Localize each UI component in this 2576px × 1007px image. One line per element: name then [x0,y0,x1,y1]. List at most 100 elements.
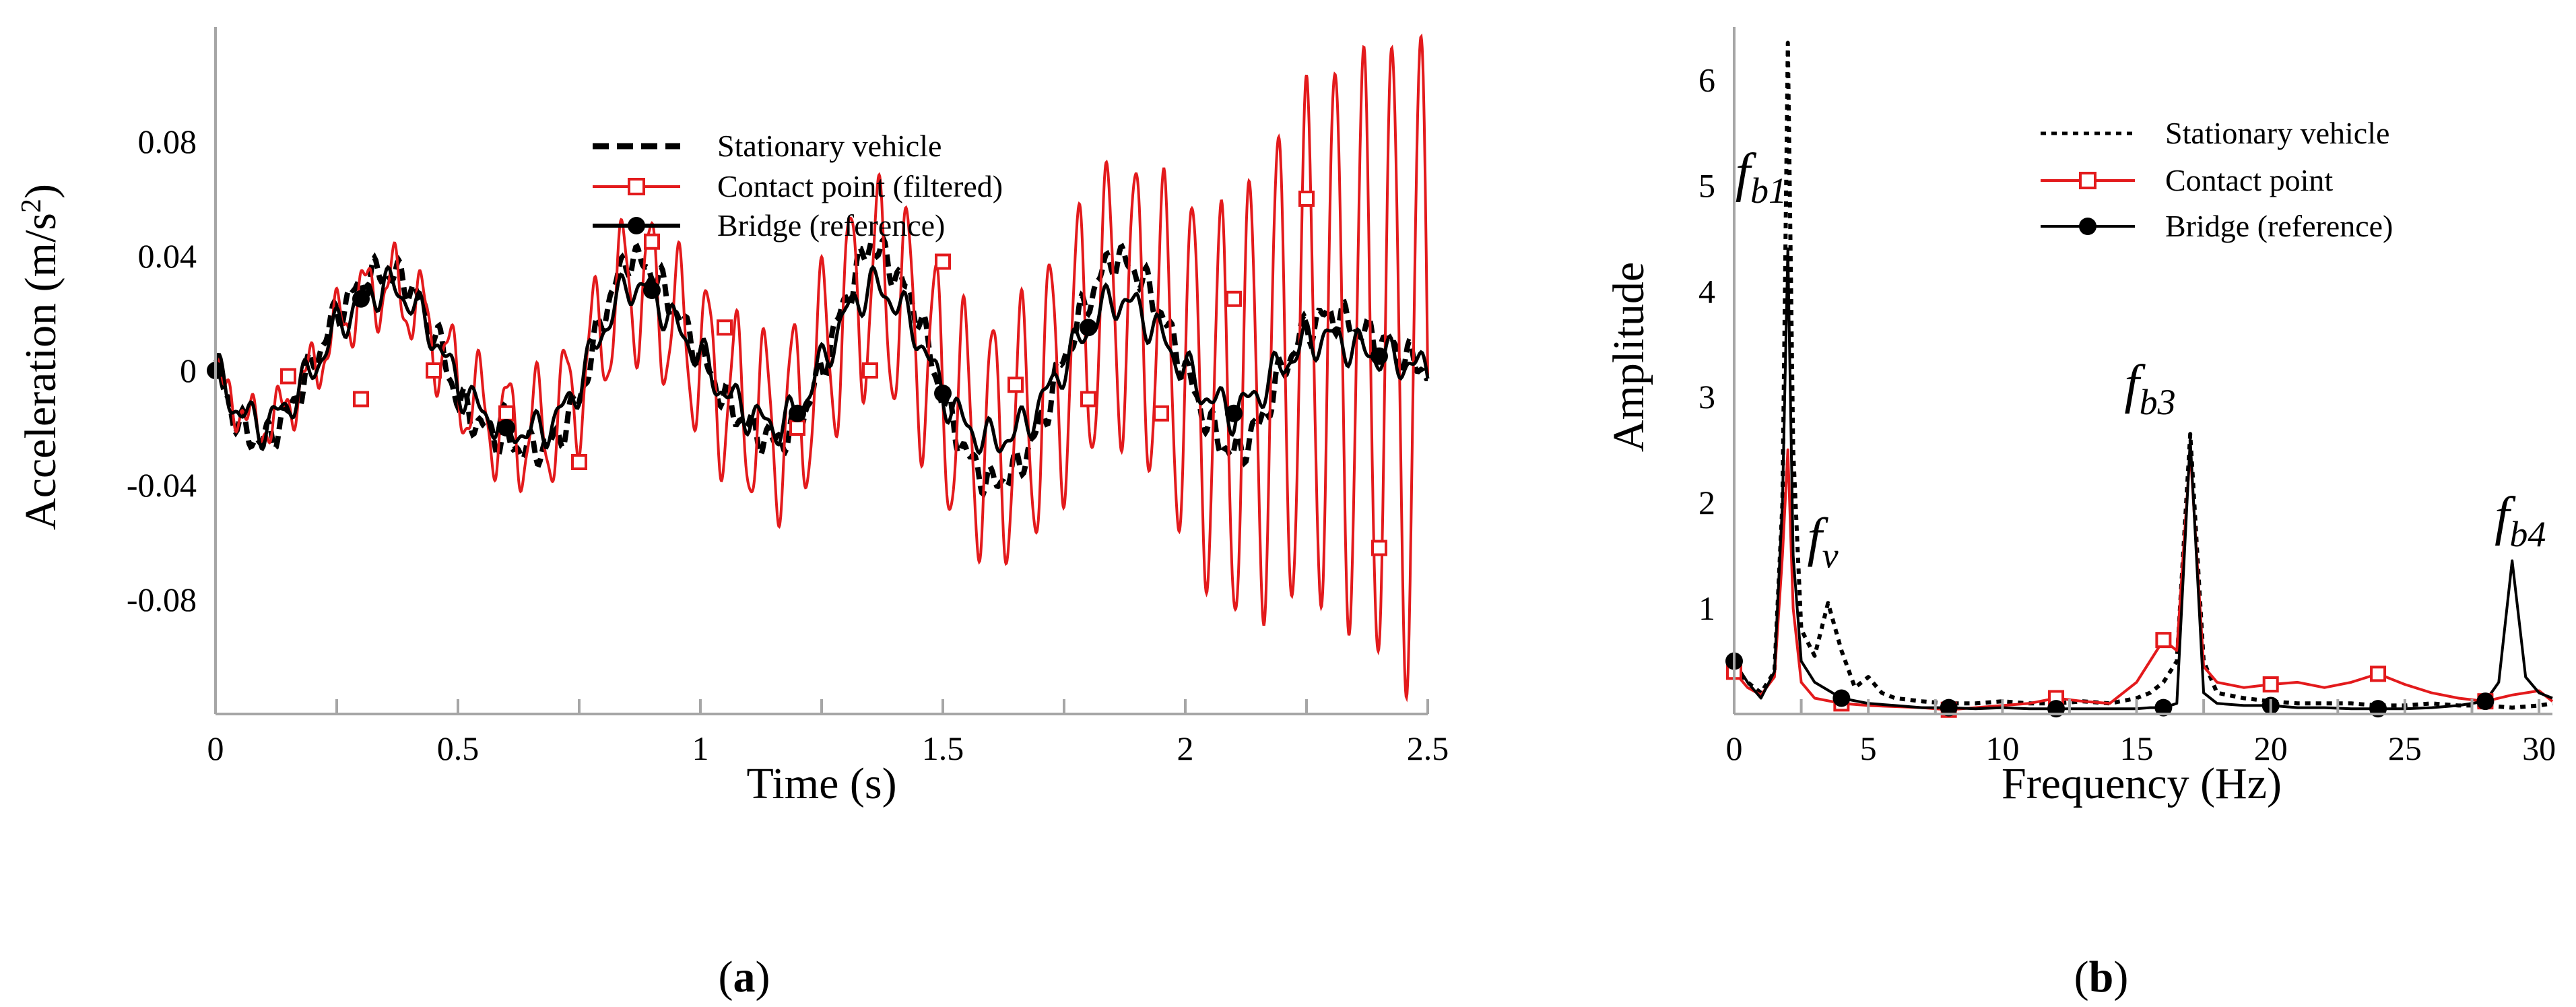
chart-b-y-tick-label: 3 [1698,378,1715,416]
legend-a-label-stationary: Stationary vehicle [717,129,942,163]
series-a-contact-marker [280,368,296,385]
chart-a-x-tick-label: 0 [207,729,224,767]
chart-a-y-label: Acceleration (m/s2) [16,184,65,530]
panel-label-b-open: ( [2074,952,2089,1002]
chart-a-x-tick-label: 1.5 [922,729,964,767]
panel-label-a: (a) [719,952,770,1002]
chart-a: 0 0.5 1 1.5 2 2.5 -0.08 -0.04 0 0.04 0.08 Time (s… [16,27,1449,1002]
series-a-contact-marker [1008,377,1024,393]
chart-b-peak-label-sub: b1 [1750,170,1787,211]
chart-b-peak-label-b3: fb3 [2124,355,2175,422]
series-a-contact-marker [1298,191,1315,207]
legend-a-label-bridge: Bridge (reference) [717,208,945,242]
legend-a-marker-contact [628,178,645,195]
series-a-contact-marker [1371,540,1387,556]
chart-b-x-tick-label: 15 [2120,729,2154,767]
series-a-bridge-marker [789,404,806,422]
series-a-contact-marker [426,362,442,379]
chart-b-legend: Stationary vehicle Contact point Bridge … [2041,116,2393,243]
panel-label-a-close: ) [756,952,770,1002]
series-b-bridge-marker [2154,699,2173,717]
chart-a-x-tick-label: 2.5 [1407,729,1449,767]
chart-b-peak-label-sub: b4 [2509,514,2546,554]
legend-b-marker-bridge [2079,218,2096,235]
chart-a-series [207,33,1430,703]
chart-b-peak-label-b1: fb1 [1736,143,1787,211]
chart-a-x-tick-label: 2 [1177,729,1194,767]
series-a-contact-marker [571,454,587,470]
series-a-bridge-line [213,265,1430,455]
series-a-contact-marker [498,405,515,422]
chart-b-peak-label-sub: b3 [2140,382,2176,422]
series-a-bridge-marker [934,385,952,402]
chart-b-y-label: Amplitude [1604,262,1653,452]
series-b-contact-marker [2370,665,2387,682]
chart-a-legend: Stationary vehicle Contact point (filter… [593,129,1003,242]
chart-a-y-label-sup: 2 [16,199,47,213]
series-a-contact-marker [1153,405,1169,422]
series-a-contact-marker [935,253,951,270]
legend-a-label-contact: Contact point (filtered) [717,169,1003,203]
chart-b-annotations: fb1 fv fb3 fb4 [1736,143,2546,575]
series-b-contact-marker [2262,676,2279,693]
chart-b-x-ticks: 0 5 10 15 20 25 30 [1726,699,2556,767]
legend-a-marker-bridge [628,217,645,234]
series-b-bridge-line [1733,247,2553,711]
chart-b-y-tick-label: 6 [1698,61,1715,98]
series-b-contact-marker [2155,632,2172,649]
chart-a-x-tick-label: 1 [692,729,709,767]
legend-b-label-bridge: Bridge (reference) [2165,209,2393,243]
series-a-bridge-marker [1370,347,1388,365]
series-a-bridge-marker [1225,404,1243,422]
series-a-contact-marker [353,391,369,408]
chart-b-y-tick-label: 1 [1698,589,1715,627]
chart-a-y-label-main: Acceleration (m/s [16,213,65,530]
chart-a-y-tick-label: 0.08 [138,123,197,160]
legend-b-label-stationary: Stationary vehicle [2165,116,2389,150]
series-a-contact-marker [1080,391,1096,408]
series-a-bridge-marker [352,290,370,308]
chart-a-y-tick-label: -0.08 [127,581,197,618]
series-b-bridge-marker [1940,699,1958,717]
chart-a-x-label: Time (s) [746,759,896,808]
chart-a-y-label-close: ) [16,184,65,199]
series-a-contact-marker [1226,290,1242,307]
series-a-contact-marker [789,420,805,436]
chart-b-x-label: Frequency (Hz) [2002,759,2282,808]
chart-a-x-ticks: 0 0.5 1 1.5 2 2.5 [207,699,1449,767]
panel-label-a-letter: a [733,952,756,1002]
chart-b-y-tick-label: 5 [1698,166,1715,204]
series-b-stationary-line [1732,40,2553,710]
chart-b-x-tick-label: 20 [2254,729,2288,767]
chart-b-x-tick-label: 0 [1726,729,1743,767]
series-a-bridge-marker [643,282,661,299]
chart-b-x-tick-label: 5 [1860,729,1877,767]
chart-b-x-tick-label: 30 [2522,729,2556,767]
panel-label-b-close: ) [2113,952,2128,1002]
chart-a-y-ticks: -0.08 -0.04 0 0.04 0.08 [127,123,197,618]
series-b-bridge-marker [1832,689,1851,707]
chart-b-x-tick-label: 10 [1985,729,2019,767]
panel-label-b-letter: b [2089,952,2114,1002]
chart-b-y-tick-label: 2 [1698,484,1715,521]
chart-a-y-tick-label: -0.04 [127,466,197,504]
chart-b: 0 5 10 15 20 25 30 1 2 3 4 5 6 fb1 fv fb3 fb4 Frequenc… [1604,27,2556,1002]
series-a-bridge-marker [1080,319,1097,337]
panel-label-b: (b) [2074,952,2129,1002]
series-a-bridge-marker [498,419,515,436]
series-b-bridge-marker [2476,692,2495,711]
chart-a-y-tick-label: 0 [180,352,197,389]
legend-b-label-contact: Contact point [2165,163,2333,197]
legend-b-marker-contact [2079,172,2096,189]
chart-a-x-tick-label: 0.5 [437,729,480,767]
series-a-contact-marker [862,362,878,379]
chart-b-y-tick-label: 4 [1698,272,1715,310]
chart-b-x-tick-label: 25 [2388,729,2422,767]
series-b-contact-line [1733,448,2554,711]
series-a-contact-marker [717,319,733,336]
panel-label-a-open: ( [719,952,733,1002]
chart-b-peak-label-sub: v [1822,535,1839,576]
chart-a-y-tick-label: 0.04 [138,237,197,275]
chart-b-peak-label-v: fv [1807,509,1838,576]
